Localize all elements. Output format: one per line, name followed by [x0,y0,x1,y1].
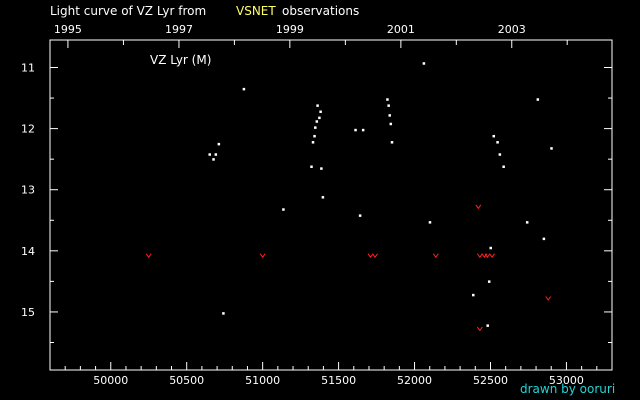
x-tick-label: 50000 [93,374,128,387]
upper-limit-mark [367,253,374,259]
data-point [388,114,391,117]
y-tick-label: 15 [21,306,35,319]
plot-frame [49,39,613,371]
data-point [311,141,315,144]
data-point [492,134,496,138]
data-point [536,98,540,101]
x-tick-label: 51500 [321,374,356,387]
series-label: VZ Lyr (M) [150,53,212,67]
data-point [320,167,323,170]
data-point [361,128,365,132]
x-tick-label: 53000 [549,374,584,387]
upper-limit-mark [475,204,482,210]
data-point [496,141,499,144]
upper-limit-mark [372,253,378,259]
credit-text: drawn by ooruri [520,382,616,396]
data-point [217,142,221,146]
data-point [486,324,489,327]
data-point [313,134,316,138]
data-point [489,246,492,250]
data-point [315,120,319,123]
upper-limit-mark [145,253,152,259]
data-point [542,237,546,241]
data-point [282,208,285,211]
data-point [316,104,319,107]
y-tick-label: 12 [21,123,35,136]
data-point [358,214,362,217]
x-tick-label: 52000 [397,374,432,387]
data-point [242,87,246,91]
top-year-label: 2001 [387,23,415,36]
data-point [208,153,211,156]
top-year-label: 2003 [498,23,526,36]
data-point [314,126,317,129]
upper-limit-mark [545,296,552,301]
data-point [498,153,502,156]
data-point [525,221,529,224]
data-point [310,165,313,168]
upper-limit-mark [489,253,495,259]
data-point [550,147,553,150]
data-point [502,165,505,168]
data-point [472,293,475,297]
upper-limit-mark [259,253,266,259]
data-point [321,196,325,199]
data-point [422,62,426,65]
data-point [222,312,225,315]
chart-title-suffix: observations [282,4,360,18]
data-point [390,141,394,144]
data-point [389,122,393,126]
data-point [354,128,357,132]
data-point [318,116,321,120]
upper-limit-mark [476,326,483,332]
data-point [428,221,432,224]
top-year-label: 1997 [165,23,193,36]
y-tick-label: 14 [21,245,35,258]
x-tick-label: 52500 [473,374,508,387]
upper-limit-mark [432,253,439,259]
y-tick-label: 13 [21,184,35,197]
top-year-label: 1995 [54,23,82,36]
x-tick-label: 50500 [169,374,204,387]
top-year-label: 1999 [276,23,304,36]
chart-title-source: VSNET [236,4,276,18]
data-point [214,153,218,156]
data-point [319,110,322,113]
upper-limit-mark [484,253,491,259]
data-point [487,280,491,283]
data-point [387,104,390,107]
chart-title-prefix: Light curve of VZ Lyr from [50,4,207,18]
upper-limit-mark [476,253,483,259]
x-tick-label: 51000 [245,374,280,387]
data-point [212,158,215,161]
data-point [386,98,389,101]
y-tick-label: 11 [21,62,35,75]
